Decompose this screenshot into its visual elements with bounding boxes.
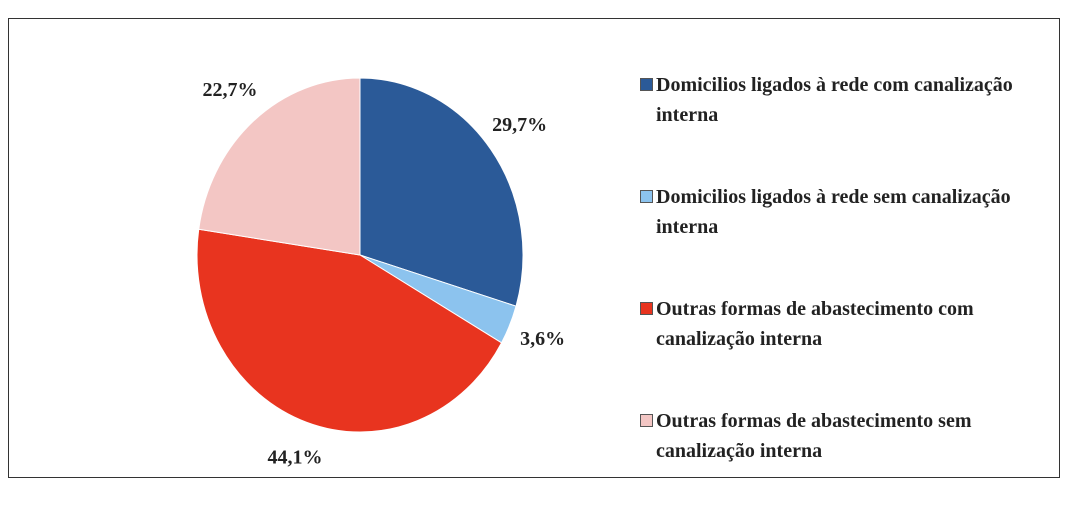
data-label: 22,7% [203, 79, 258, 101]
chart-frame [8, 18, 1060, 478]
legend-label: Domicilios ligados à rede com canalizaçã… [656, 74, 1013, 126]
legend-swatch [640, 414, 653, 427]
data-label: 44,1% [268, 447, 323, 469]
legend-entry: Outras formas de abastecimento sem canal… [640, 406, 1055, 518]
legend-swatch [640, 190, 653, 203]
pie-area: 29,7% 3,6% 44,1% 22,7% [196, 77, 565, 469]
pie-slice [196, 228, 503, 433]
chart: 29,7% 3,6% 44,1% 22,7% Domicilios ligados à… [8, 18, 1060, 478]
data-label: 3,6% [520, 328, 565, 350]
legend-swatch [640, 302, 653, 315]
legend-swatch [640, 78, 653, 91]
legend: Domicilios ligados à rede com canalizaçã… [640, 70, 1055, 518]
legend-entry: Domicilios ligados à rede sem canalizaçã… [640, 182, 1055, 294]
data-label: 29,7% [492, 114, 547, 136]
pie-slice [359, 77, 524, 307]
legend-label: Outras formas de abastecimento com canal… [656, 298, 974, 350]
pie-slice [198, 77, 361, 256]
legend-label: Outras formas de abastecimento sem canal… [656, 410, 972, 462]
legend-entry: Domicilios ligados à rede com canalizaçã… [640, 70, 1055, 182]
legend-entry: Outras formas de abastecimento com canal… [640, 294, 1055, 406]
legend-label: Domicilios ligados à rede sem canalizaçã… [656, 186, 1011, 238]
